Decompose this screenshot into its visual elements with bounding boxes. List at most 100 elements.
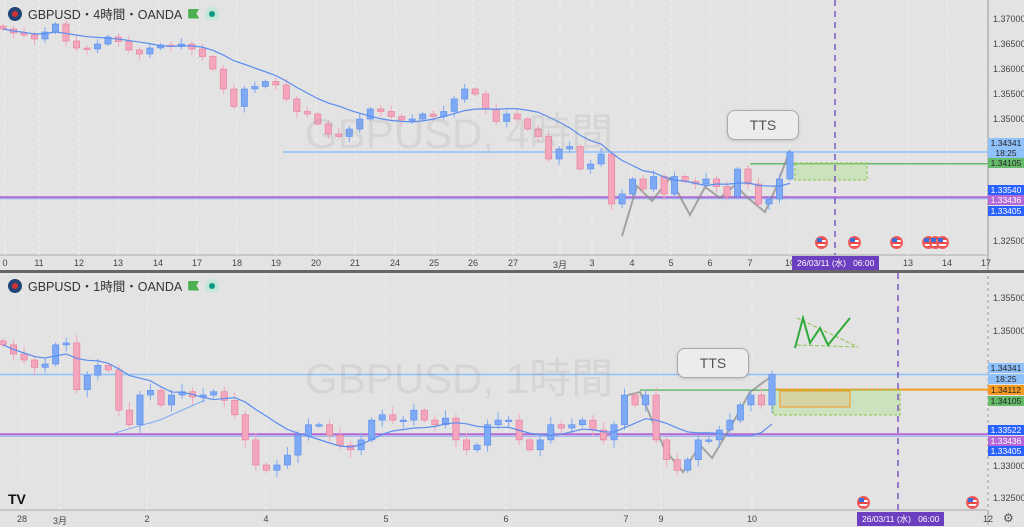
w-pattern-drawing[interactable] <box>621 149 791 237</box>
bear-candle <box>335 133 343 137</box>
bull-candle <box>473 444 481 451</box>
bull-candle <box>705 439 713 442</box>
bull-candle <box>240 88 248 107</box>
target-zone[interactable] <box>794 162 868 181</box>
us-event-icon[interactable] <box>890 236 903 249</box>
gbp-usd-flag-icon <box>8 6 22 21</box>
gbp-usd-flag-icon <box>8 278 22 293</box>
x-tick: 5 <box>383 514 389 524</box>
bear-candle <box>125 41 133 51</box>
bull-candle <box>786 151 794 180</box>
bull-candle <box>702 178 710 185</box>
us-event-icon[interactable] <box>815 236 828 249</box>
tts-callout[interactable]: TTS <box>727 110 799 140</box>
bull-candle <box>494 419 502 426</box>
x-tick: 4 <box>629 258 635 268</box>
bear-candle <box>20 32 28 36</box>
bull-candle <box>62 342 70 346</box>
bull-candle <box>52 344 60 365</box>
bull-candle <box>618 193 626 205</box>
y-tick: 1.35000 <box>993 114 1024 124</box>
bull-candle <box>93 43 101 50</box>
bull-candle <box>94 365 102 376</box>
bear-candle <box>282 84 290 100</box>
bear-candle <box>272 81 280 86</box>
bull-candle <box>168 394 176 406</box>
bull-candle <box>147 390 154 396</box>
crosshair-date-label: 26/03/11 (水) 06:00 <box>857 512 945 526</box>
x-tick: 10 <box>784 258 796 268</box>
y-tick: 1.36500 <box>993 39 1024 49</box>
bull-candle <box>315 424 323 427</box>
x-tick: 0 <box>2 258 8 268</box>
bear-candle <box>262 464 270 471</box>
bear-candle <box>31 34 38 40</box>
bull-candle <box>378 414 386 421</box>
bull-candle <box>261 81 269 87</box>
bull-candle <box>273 464 281 471</box>
trend-line-drawing[interactable] <box>114 399 206 434</box>
bull-candle <box>671 176 679 195</box>
bull-candle <box>356 118 364 130</box>
entry-zone[interactable] <box>779 390 851 408</box>
flag-icon[interactable] <box>188 8 200 19</box>
bull-candle <box>41 31 49 40</box>
price-badge: 18:25 <box>988 374 1024 384</box>
bull-candle <box>41 363 49 368</box>
bear-candle <box>576 146 584 170</box>
x-tick: 6 <box>707 258 713 268</box>
bear-candle <box>631 394 639 406</box>
settings-gear-icon[interactable]: ⚙ <box>1003 511 1014 525</box>
y-tick: 1.36000 <box>993 64 1024 74</box>
bear-candle <box>219 68 227 90</box>
bull-candle <box>305 424 312 436</box>
bear-candle <box>755 183 762 205</box>
pane-separator[interactable] <box>0 270 1024 273</box>
tradingview-logo[interactable]: TV <box>8 491 26 507</box>
symbol-header[interactable]: GBPUSD・4時間・OANDA <box>8 4 220 23</box>
bear-candle <box>557 424 565 429</box>
bear-candle <box>314 113 322 125</box>
us-event-icon[interactable] <box>857 496 870 509</box>
bull-candle <box>441 417 449 426</box>
x-tick: 19 <box>270 258 282 268</box>
price-badge: 1.33522 <box>988 425 1024 435</box>
flag-icon[interactable] <box>188 280 200 291</box>
x-tick: 11 <box>34 258 44 268</box>
x-tick: 26 <box>467 258 479 268</box>
bear-candle <box>660 176 668 195</box>
bear-candle <box>639 178 647 190</box>
bull-candle <box>694 439 702 460</box>
market-status-icon[interactable] <box>205 6 220 21</box>
bear-candle <box>431 419 439 426</box>
us-event-icon[interactable] <box>848 236 861 249</box>
bear-candle <box>471 88 479 95</box>
bear-candle <box>324 123 332 135</box>
bull-candle <box>283 454 291 466</box>
bull-candle <box>650 176 658 190</box>
us-event-icon[interactable] <box>966 496 979 509</box>
bull-candle <box>768 374 776 406</box>
us-event-icon[interactable] <box>936 236 949 249</box>
bull-candle <box>461 88 469 100</box>
x-tick: 12 <box>73 258 85 268</box>
mw-pattern-icon <box>794 314 859 349</box>
price-badge: 18:25 <box>988 148 1024 158</box>
bull-candle <box>484 424 492 446</box>
bear-candle <box>663 439 671 460</box>
bull-candle <box>505 419 513 422</box>
bear-candle <box>241 414 249 441</box>
x-tick: 21 <box>349 258 361 268</box>
y-tick: 1.32500 <box>993 236 1024 246</box>
symbol-header[interactable]: GBPUSD・1時間・OANDA <box>8 276 220 295</box>
bear-candle <box>524 118 532 130</box>
bear-candle <box>608 153 616 205</box>
price-badge: 1.33405 <box>988 206 1024 216</box>
bear-candle <box>293 98 301 112</box>
market-status-icon[interactable] <box>205 278 220 293</box>
bull-candle <box>629 178 637 195</box>
bear-candle <box>589 419 597 431</box>
tts-callout[interactable]: TTS <box>677 348 749 378</box>
x-tick: 6 <box>503 514 509 524</box>
symbol-watermark: GBPUSD, 1時間 <box>305 355 614 402</box>
